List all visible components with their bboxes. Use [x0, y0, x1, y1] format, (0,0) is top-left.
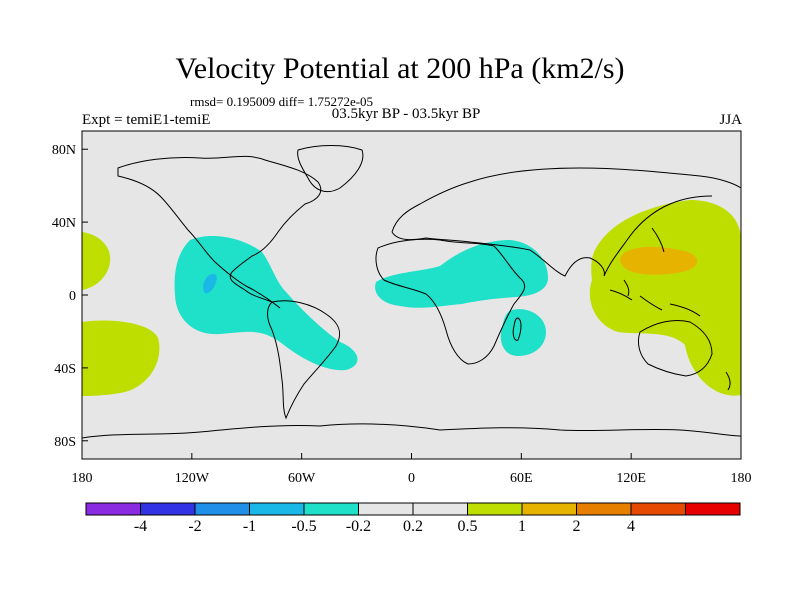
west-pacific-positive: [589, 200, 741, 396]
mexico-minimum: [203, 274, 217, 294]
japan-coast: [651, 227, 665, 253]
americas-negative: [174, 236, 358, 371]
season-label: JJA: [719, 112, 742, 128]
lon-tick-label: 180: [72, 471, 93, 486]
coastlines: [82, 145, 741, 439]
colorbar: [85, 502, 741, 516]
africa-coast: [375, 238, 526, 365]
colorbar-label: 4: [627, 518, 635, 535]
lat-tick-label: 0: [69, 289, 76, 304]
lon-tick-label: 60W: [288, 471, 316, 486]
colorbar-label: -4: [133, 518, 148, 535]
period-label: 03.5kyr BP - 03.5kyr BP: [331, 106, 481, 122]
lat-tick-label: 80S: [54, 435, 76, 450]
antarctica-coast: [82, 423, 741, 439]
colorbar-swatch: [412, 502, 468, 516]
stats-line: rmsd= 0.195009 diff= 1.75272e-05: [190, 94, 374, 109]
east-pacific-positive-north: [82, 232, 111, 290]
experiment-label: Expt = temiE1-temiE: [82, 112, 211, 128]
colorbar-swatch: [630, 502, 686, 516]
colorbar-swatch: [467, 502, 523, 516]
philippine-sea-maximum: [620, 246, 698, 275]
lat-tick-label: 80N: [52, 143, 76, 158]
colorbar-label: -2: [188, 518, 202, 535]
south-america-coast: [267, 300, 341, 420]
axis-tick-labels: 180 120W 60W 0 60E 120E 180 80N 40N 0 40S 80S: [52, 143, 752, 486]
colorbar-label: -0.2: [345, 518, 372, 535]
madagascar-negative: [500, 309, 546, 356]
colorbar-swatch: [685, 502, 741, 516]
colorbar-swatch: [303, 502, 359, 516]
north-america-coast: [117, 155, 322, 309]
colorbar-swatch: [194, 502, 250, 516]
colorbar-label: 1: [518, 518, 526, 535]
colorbar-swatch: [140, 502, 196, 516]
new-zealand-coast: [725, 371, 731, 391]
colorbar-label: -1: [242, 518, 257, 535]
colorbar-swatch: [85, 502, 141, 516]
colorbar-label: -0.5: [291, 518, 317, 535]
southeast-asia-islands: [609, 279, 701, 317]
anomaly-shading: [82, 200, 741, 396]
lon-tick-label: 120W: [175, 471, 210, 486]
lon-tick-label: 120E: [616, 471, 646, 486]
australia-coast: [637, 319, 713, 377]
colorbar-label: 0.5: [457, 518, 478, 535]
colorbar-swatch: [249, 502, 305, 516]
colorbar-label: 2: [572, 518, 581, 535]
colorbar-swatch: [521, 502, 577, 516]
axis-ticks: [81, 148, 742, 459]
lat-tick-label: 40S: [54, 362, 76, 377]
east-pacific-positive-south: [82, 320, 160, 396]
greenland-coast: [297, 145, 364, 193]
colorbar-label: 0.2: [403, 518, 423, 535]
madagascar-coast: [512, 317, 522, 341]
colorbar-swatch: [576, 502, 632, 516]
lon-tick-label: 60E: [510, 471, 533, 486]
colorbar-swatch: [358, 502, 414, 516]
lat-tick-label: 40N: [52, 216, 76, 231]
figure-title: Velocity Potential at 200 hPa (km2/s): [175, 52, 625, 85]
lon-tick-label: 180: [731, 471, 752, 486]
eurasia-coast: [391, 167, 741, 277]
lon-tick-label: 0: [408, 471, 415, 486]
